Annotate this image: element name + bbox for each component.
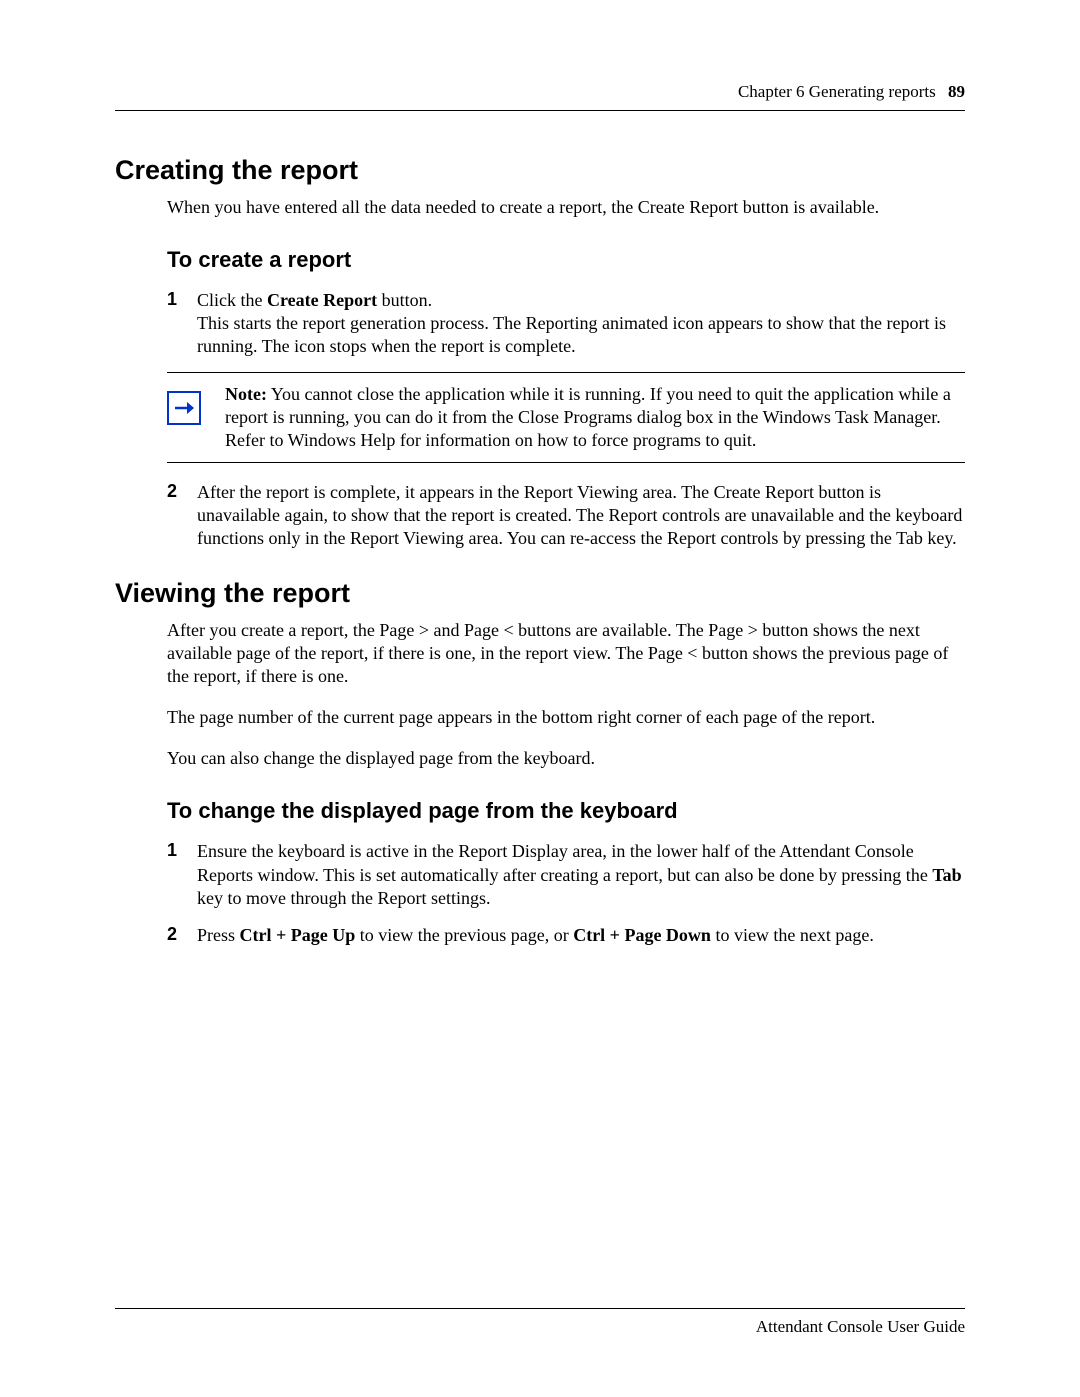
section-heading-viewing: Viewing the report bbox=[115, 578, 965, 609]
step-text: Click the Create Report button. This sta… bbox=[197, 289, 965, 358]
s2-step2-d: Ctrl + Page Down bbox=[573, 925, 711, 945]
step-2: 2 After the report is complete, it appea… bbox=[167, 481, 965, 550]
page-number: 89 bbox=[948, 82, 965, 101]
section-heading-creating: Creating the report bbox=[115, 155, 965, 186]
step-number: 1 bbox=[167, 289, 197, 358]
step1-text-bold: Create Report bbox=[267, 290, 377, 310]
s2-step2-b: Ctrl + Page Up bbox=[240, 925, 356, 945]
s2-step1-bold: Tab bbox=[932, 865, 961, 885]
note-row: Note: You cannot close the application w… bbox=[167, 383, 965, 452]
step-1: 1 Click the Create Report button. This s… bbox=[167, 289, 965, 358]
step1-text-c: button. bbox=[377, 290, 432, 310]
note-label: Note: bbox=[225, 384, 267, 404]
step1-text-line2: This starts the report generation proces… bbox=[197, 313, 946, 356]
page-header: Chapter 6 Generating reports 89 bbox=[115, 82, 965, 111]
step-text: Press Ctrl + Page Up to view the previou… bbox=[197, 924, 965, 947]
footer-text: Attendant Console User Guide bbox=[756, 1317, 965, 1336]
section2-p1: After you create a report, the Page > an… bbox=[167, 619, 965, 688]
note-rule-bottom bbox=[167, 462, 965, 463]
s2-step2-a: Press bbox=[197, 925, 240, 945]
step1-text-a: Click the bbox=[197, 290, 267, 310]
s2-step2-e: to view the next page. bbox=[711, 925, 874, 945]
step-number: 2 bbox=[167, 924, 197, 947]
section1-intro: When you have entered all the data neede… bbox=[167, 196, 965, 219]
note-block: Note: You cannot close the application w… bbox=[167, 372, 965, 463]
section1-body: When you have entered all the data neede… bbox=[167, 196, 965, 550]
arrow-right-icon bbox=[167, 391, 201, 425]
page-footer: Attendant Console User Guide bbox=[115, 1308, 965, 1337]
step-2b: 2 Press Ctrl + Page Up to view the previ… bbox=[167, 924, 965, 947]
s2-step1-c: key to move through the Report settings. bbox=[197, 888, 490, 908]
section2-p2: The page number of the current page appe… bbox=[167, 706, 965, 729]
chapter-label: Chapter 6 Generating reports bbox=[738, 82, 936, 101]
section2-p3: You can also change the displayed page f… bbox=[167, 747, 965, 770]
step-text: After the report is complete, it appears… bbox=[197, 481, 965, 550]
step-number: 2 bbox=[167, 481, 197, 550]
s2-step2-c: to view the previous page, or bbox=[355, 925, 573, 945]
note-text: Note: You cannot close the application w… bbox=[225, 383, 965, 452]
step-1b: 1 Ensure the keyboard is active in the R… bbox=[167, 840, 965, 909]
subheading-create-report: To create a report bbox=[167, 247, 965, 273]
section2-body: After you create a report, the Page > an… bbox=[167, 619, 965, 946]
subheading-change-page: To change the displayed page from the ke… bbox=[167, 798, 965, 824]
note-body: You cannot close the application while i… bbox=[225, 384, 951, 450]
s2-step1-a: Ensure the keyboard is active in the Rep… bbox=[197, 841, 932, 884]
document-page: Chapter 6 Generating reports 89 Creating… bbox=[0, 0, 1080, 1397]
step-number: 1 bbox=[167, 840, 197, 909]
note-rule-top bbox=[167, 372, 965, 373]
step-text: Ensure the keyboard is active in the Rep… bbox=[197, 840, 965, 909]
